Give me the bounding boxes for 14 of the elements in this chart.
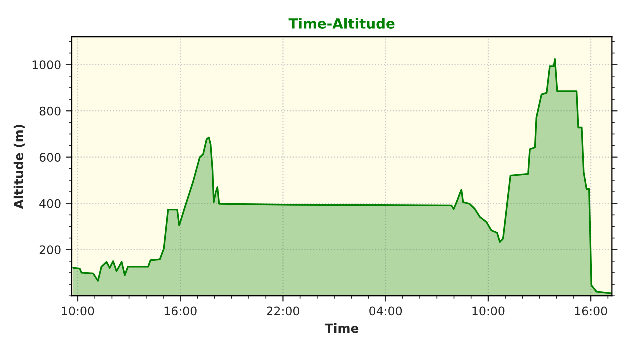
y-axis-title: Altitude (m) [14, 125, 26, 210]
x-tick-label: 16:00 [164, 306, 197, 316]
x-axis-title: Time [324, 324, 359, 334]
x-tick-label: 16:00 [575, 306, 608, 316]
x-tick-label: 22:00 [267, 306, 300, 316]
y-tick-label: 800 [40, 106, 61, 116]
x-tick-label: 10:00 [472, 306, 505, 316]
y-tick-label: 1000 [32, 60, 61, 70]
x-tick-label: 10:00 [62, 306, 94, 316]
y-tick-label: 200 [40, 246, 61, 255]
y-tick-label: 600 [40, 153, 61, 162]
chart-title: Time-Altitude [288, 18, 395, 29]
x-tick-label: 04:00 [370, 306, 402, 316]
y-tick-label: 400 [40, 199, 61, 208]
